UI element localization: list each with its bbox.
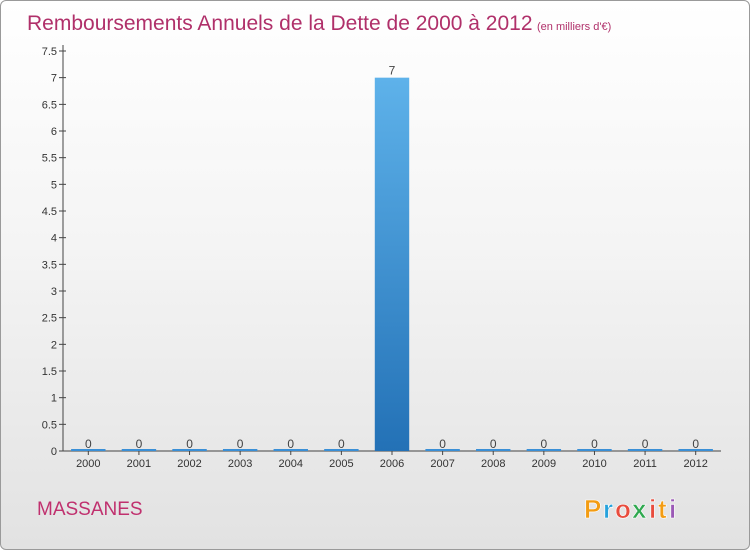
y-tick-label: 3 (51, 286, 57, 298)
axes: 0 0.5 1 1.5 2 2.5 3 3.5 4 4.5 5 5.5 6 6.5 7 7.5 2000 2001… (42, 45, 721, 470)
y-tick-label: 1 (51, 393, 57, 405)
data-label: 0 (490, 437, 497, 451)
data-label: 0 (287, 437, 294, 451)
x-tick-label: 2005 (329, 458, 353, 470)
data-label: 0 (642, 437, 649, 451)
commune-name: MASSANES (37, 499, 143, 520)
y-tick-label: 1.5 (42, 366, 57, 378)
y-tick-label: 0.5 (42, 419, 57, 431)
bar (324, 449, 359, 451)
bar (678, 449, 713, 451)
data-label: 7 (389, 64, 396, 78)
bars-group (71, 77, 713, 452)
x-tick-label: 2000 (76, 458, 100, 470)
x-tick-label: 2008 (481, 458, 505, 470)
bar (577, 449, 612, 451)
y-tick-label: 7 (51, 73, 57, 85)
bar (374, 77, 410, 452)
bar (476, 449, 511, 451)
data-label: 0 (541, 437, 548, 451)
bar (121, 449, 157, 451)
data-label: 0 (186, 437, 193, 451)
logo-letter: i (669, 494, 676, 524)
y-tick-label: 4.5 (42, 206, 57, 218)
chart-title: Remboursements Annuels de la Dette de 20… (27, 12, 533, 35)
chart-subtitle: (en milliers d'€) (537, 21, 611, 33)
bar (71, 449, 106, 451)
x-tick-label: 2009 (532, 458, 556, 470)
x-tick-label: 2006 (380, 458, 404, 470)
bar (627, 449, 663, 451)
logo-letter: o (615, 494, 631, 524)
logo-letter: i (649, 494, 656, 524)
data-label: 0 (692, 437, 699, 451)
logo-letter: t (658, 494, 667, 524)
x-tick-label: 2001 (127, 458, 151, 470)
logo-letter: r (603, 494, 613, 524)
x-tick-label: 2004 (279, 458, 303, 470)
y-tick-label: 5 (51, 179, 57, 191)
y-tick-label: 0 (51, 446, 57, 458)
y-tick-label: 2.5 (42, 313, 57, 325)
data-label: 0 (591, 437, 598, 451)
bar (526, 449, 562, 451)
bar (172, 449, 207, 451)
x-tick-label: 2012 (683, 458, 707, 470)
y-tick-label: 6 (51, 126, 57, 138)
y-tick-label: 4 (51, 233, 57, 245)
data-labels-group: 0 0 0 0 0 0 7 0 0 0 0 0 0 (85, 64, 699, 451)
logo-letter: x (632, 494, 647, 524)
y-tick-label: 5.5 (42, 153, 57, 165)
logo-letter: P (584, 494, 601, 524)
bar (222, 449, 258, 451)
x-tick-label: 2002 (177, 458, 201, 470)
data-label: 0 (136, 437, 143, 451)
y-tick-label: 6.5 (42, 99, 57, 111)
data-label: 0 (338, 437, 345, 451)
y-tick-label: 3.5 (42, 259, 57, 271)
data-label: 0 (85, 437, 92, 451)
y-tick-label: 2 (51, 339, 57, 351)
data-label: 0 (237, 437, 244, 451)
y-tick-label: 7.5 (42, 46, 57, 58)
x-tick-label: 2003 (228, 458, 252, 470)
x-tick-label: 2011 (633, 458, 657, 470)
bar (273, 449, 308, 451)
data-label: 0 (439, 437, 446, 451)
x-tick-label: 2010 (582, 458, 606, 470)
x-tick-label: 2007 (430, 458, 454, 470)
bar (425, 449, 460, 451)
